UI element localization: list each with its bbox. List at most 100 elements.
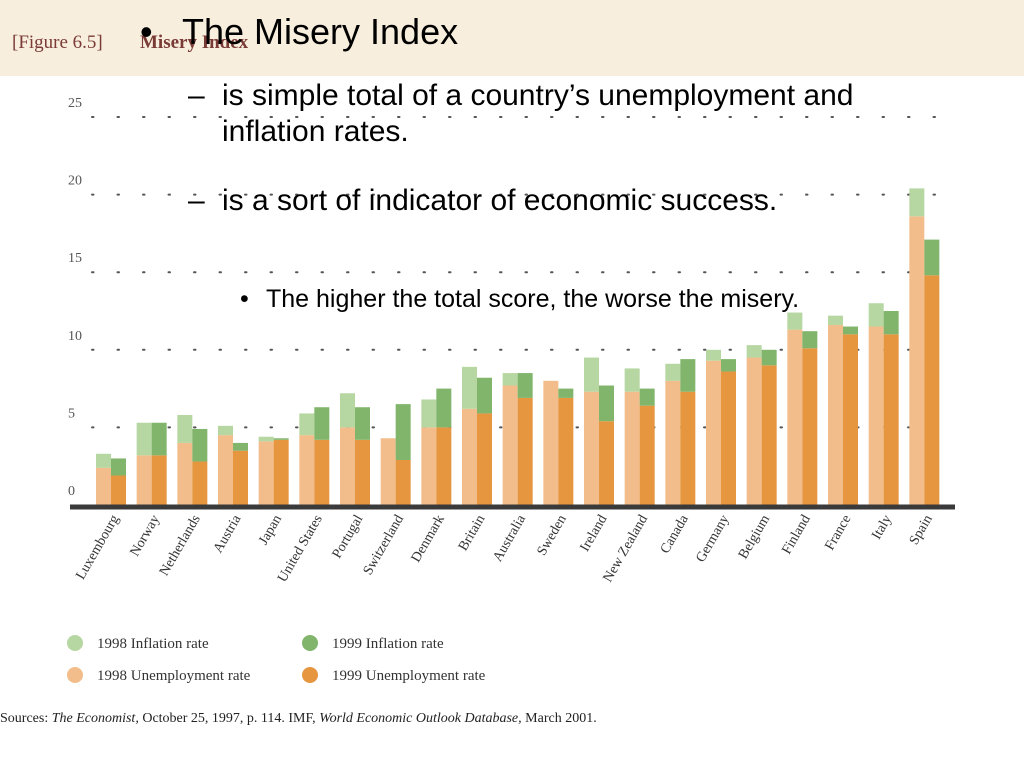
legend-label: 1999 Unemployment rate: [332, 668, 486, 684]
bar-segment: [909, 188, 925, 217]
bar-segment: [177, 414, 193, 443]
bar-segment: [787, 312, 803, 330]
bar-segment: [151, 422, 167, 456]
bar-segment: [218, 435, 233, 505]
bar-segment: [502, 385, 518, 505]
y-tick-label: 0: [68, 484, 75, 499]
bullet-marker: –: [188, 79, 205, 112]
x-tick-label: Finland: [779, 513, 813, 558]
bullet-marker: •: [140, 11, 153, 52]
bar-segment: [421, 399, 437, 428]
bar-segment: [558, 397, 574, 505]
bar-segment: [136, 455, 152, 505]
bar-segment: [883, 311, 899, 335]
bar-segment: [843, 334, 858, 505]
bar-segment: [233, 450, 248, 505]
bar-segment: [624, 391, 640, 505]
bar-segment: [639, 388, 655, 406]
bar-segment: [273, 439, 289, 505]
bullet: – is simple total of a country’s unemploy…: [188, 78, 862, 150]
bar-segment: [355, 407, 370, 440]
x-tick-label: Denmark: [409, 513, 448, 566]
bar-segment: [273, 438, 289, 440]
bar-segment: [558, 388, 574, 398]
bullet: – is a sort of indicator of economic succ…: [188, 183, 862, 219]
bar-segment: [111, 458, 126, 476]
bar-segment: [828, 324, 843, 505]
legend-swatch: [67, 667, 83, 683]
bar-segment: [624, 368, 640, 392]
bullet-text: is simple total of a country’s unemploym…: [222, 79, 854, 148]
x-tick-label: Norway: [128, 513, 164, 560]
bar-segment: [868, 326, 884, 505]
bar-segment: [218, 425, 233, 436]
bullet-text: is a sort of indicator of economic succe…: [222, 184, 778, 217]
x-tick-label: Ireland: [578, 513, 611, 555]
bar-segment: [761, 365, 777, 505]
bar-segment: [843, 326, 858, 335]
bar-segment: [462, 366, 477, 409]
source-part: Sources:: [0, 711, 48, 726]
header-band: [0, 0, 1024, 76]
bullet-marker: •: [240, 285, 249, 313]
bar-segment: [761, 349, 777, 366]
x-tick-label: Switzerland: [361, 513, 407, 578]
legend-label: 1998 Inflation rate: [97, 636, 209, 652]
bar-segment: [299, 413, 315, 436]
bar-segment: [314, 439, 330, 505]
bar-segment: [517, 373, 533, 398]
bar-segment: [924, 275, 940, 505]
y-tick-label: 15: [68, 251, 82, 266]
bar-segment: [192, 428, 208, 462]
x-tick-label: Sweden: [535, 513, 570, 559]
bar-segment: [355, 439, 370, 505]
x-tick-label: Germany: [693, 513, 732, 566]
x-tick-label: Japan: [256, 513, 285, 548]
bar-segment: [421, 427, 437, 505]
x-tick-label: Spain: [907, 513, 936, 548]
bar-segment: [639, 405, 655, 505]
x-tick-label: Austria: [211, 512, 245, 556]
bar-segment: [177, 442, 193, 505]
bar-segment: [680, 391, 696, 505]
bar-segment: [340, 427, 355, 505]
bar-segment: [543, 380, 559, 505]
bar-segment: [599, 421, 614, 505]
bullet-text: The higher the total score, the worse th…: [266, 285, 800, 313]
bar-segment: [680, 359, 696, 392]
bar-segment: [502, 373, 518, 386]
bar-segment: [665, 380, 681, 505]
bar-segment: [706, 349, 721, 361]
x-tick-label: France: [822, 513, 854, 553]
figure-label: [Figure 6.5]: [12, 32, 103, 53]
bar-segment: [909, 216, 925, 505]
bar-segment: [477, 413, 492, 505]
bar-segment: [299, 435, 315, 505]
bar-segment: [828, 315, 843, 325]
x-tick-label: Italy: [869, 513, 895, 543]
source: Sources: The Economist, October 25, 1997…: [0, 711, 597, 726]
bar-segment: [380, 438, 396, 505]
bar-segment: [436, 388, 452, 428]
bar-segment: [746, 345, 762, 358]
y-tick-label: 25: [68, 96, 82, 111]
bar-segment: [395, 459, 411, 505]
bar-segment: [151, 455, 167, 505]
bar-segment: [584, 391, 599, 505]
source-part: March 2001.: [525, 711, 597, 726]
bar-segment: [477, 377, 492, 414]
bar-segment: [436, 427, 452, 505]
bar-segment: [706, 360, 721, 505]
bar-segment: [96, 453, 111, 468]
bar-segment: [746, 357, 762, 505]
source-part: The Economist,: [52, 711, 139, 726]
bar-segment: [868, 303, 884, 327]
bullet: • The higher the total score, the worse t…: [240, 284, 926, 314]
bar-segment: [721, 371, 736, 505]
bar-segment: [192, 461, 208, 505]
x-tick-label: Luxembourg: [73, 513, 122, 583]
bar-segment: [462, 408, 477, 505]
x-tick-label: Netherlands: [157, 513, 204, 579]
